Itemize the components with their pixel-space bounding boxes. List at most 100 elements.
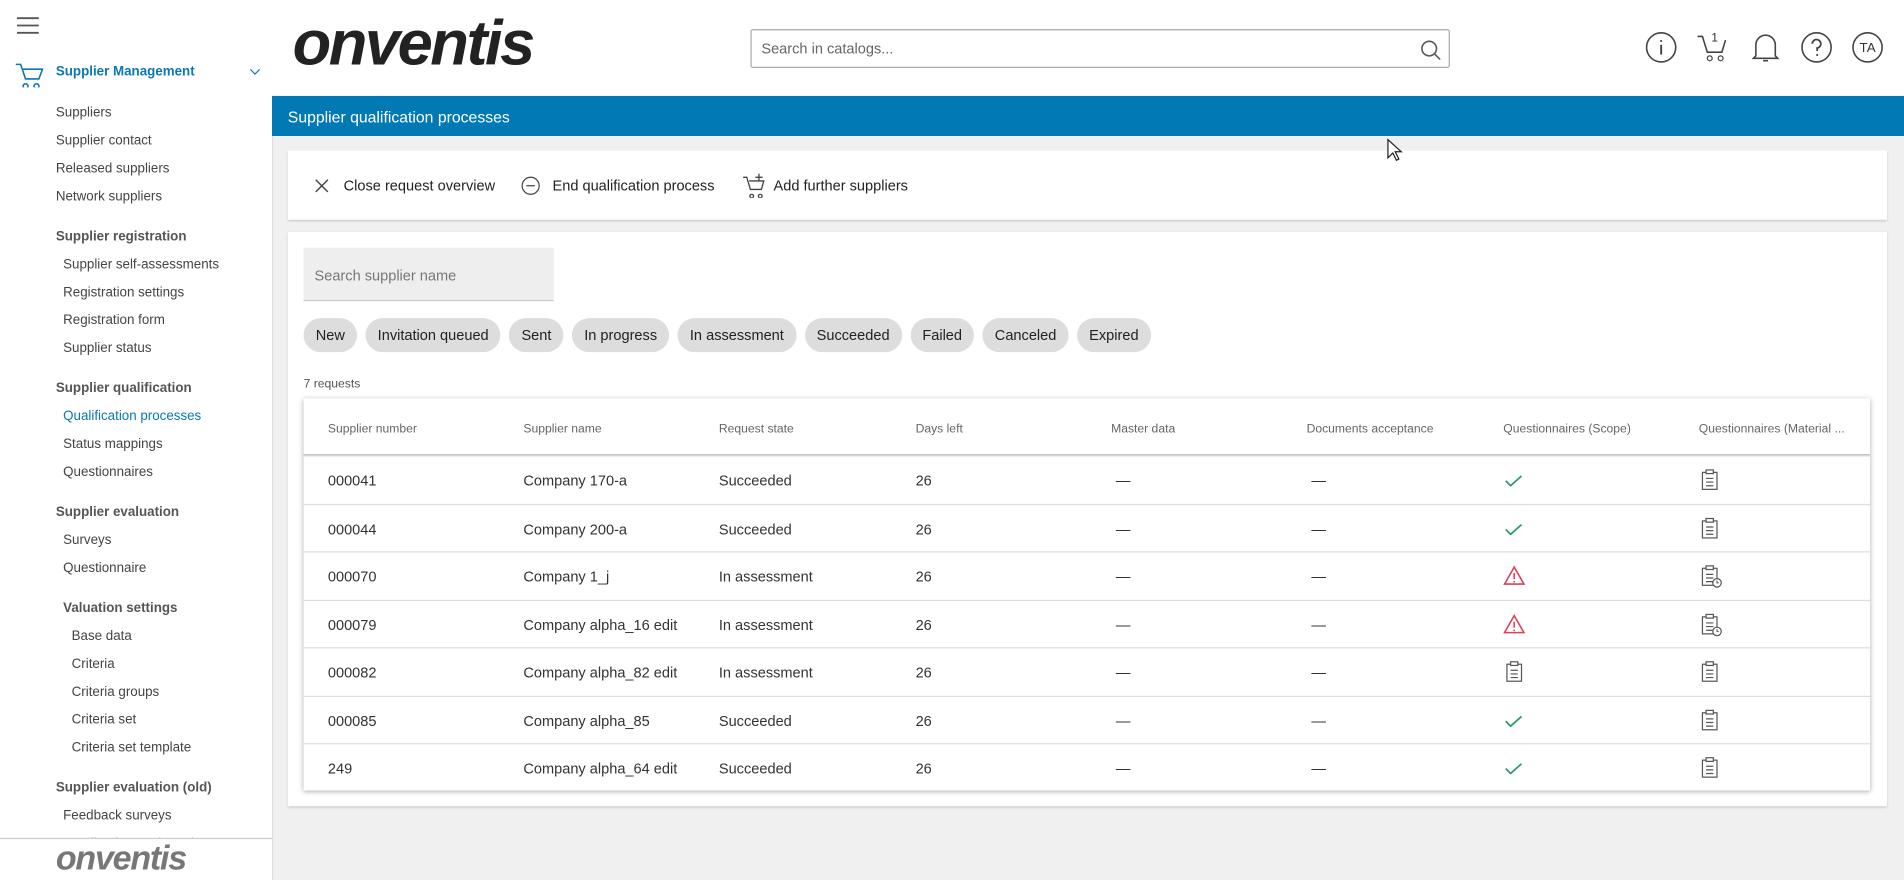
column-header[interactable]: Questionnaires (Scope) <box>1503 422 1631 436</box>
table-cell: 000041 <box>327 472 377 490</box>
column-header[interactable]: Supplier number <box>327 422 417 436</box>
table-row[interactable]: 000079 Company alpha_16 edit In assessment… <box>303 599 1871 648</box>
table-row[interactable]: 000082 Company alpha_82 edit In assessment… <box>303 647 1871 696</box>
chevron <box>250 69 260 75</box>
icon <box>1701 565 1722 588</box>
column-header[interactable]: Supplier name <box>523 422 602 436</box>
filter-chip[interactable]: Expired <box>1077 318 1151 353</box>
table-cell: Company alpha_64 edit <box>523 760 678 778</box>
nav-item[interactable]: Questionnaire <box>63 561 147 576</box>
section-title[interactable]: Supplier Management <box>55 64 195 79</box>
table-cell: 000085 <box>327 712 377 730</box>
nav-group-title: Valuation settings <box>63 601 178 616</box>
nav-item[interactable]: Qualification processes <box>63 409 202 424</box>
nav-item[interactable]: Criteria set template <box>71 740 192 756</box>
nav-item[interactable]: Network suppliers <box>55 189 163 205</box>
table-cell: — <box>1311 616 1327 634</box>
footer-logo: onventis <box>55 839 187 877</box>
status-icon <box>1699 613 1723 641</box>
filter-chip[interactable]: Canceled <box>982 318 1069 353</box>
table-cell: 000070 <box>327 568 377 586</box>
nav-item[interactable]: Questionnaires <box>63 465 154 480</box>
nav-item[interactable]: Criteria groups <box>71 684 160 700</box>
table-cell: In assessment <box>718 616 813 634</box>
menu-icon[interactable] <box>17 17 39 34</box>
icon <box>1506 661 1523 682</box>
nav-item[interactable]: Feedback surveys <box>63 808 172 824</box>
toolbar-button[interactable]: End qualification process <box>552 177 715 195</box>
nav-item[interactable]: Supplier self-assessments <box>63 257 220 273</box>
cart-icon[interactable]: 1 <box>1696 29 1732 63</box>
filter-chip[interactable]: Sent <box>509 318 564 353</box>
status-icon <box>1503 709 1527 737</box>
column-header[interactable]: Request state <box>718 422 794 436</box>
table-cell: Company alpha_82 edit <box>523 664 678 682</box>
table-cell: 26 <box>915 664 932 682</box>
help-icon[interactable] <box>1801 31 1833 64</box>
column-header[interactable]: Master data <box>1111 422 1176 436</box>
nav-item[interactable]: Criteria set <box>71 712 137 728</box>
close-icon <box>315 179 329 193</box>
column-header[interactable]: Days left <box>915 422 963 436</box>
table-row[interactable]: 000044 Company 200-a Succeeded 26 — — <box>303 503 1871 552</box>
catalog-search[interactable]: Search in catalogs... <box>750 29 1450 69</box>
icon <box>1701 757 1718 778</box>
table-row[interactable]: 000085 Company alpha_85 Succeeded 26 — — <box>303 695 1871 744</box>
status-icon <box>1699 661 1723 689</box>
topbar: onventis Search in catalogs... 1 TA <box>272 0 1904 96</box>
status-icon <box>1699 565 1723 593</box>
table-cell: — <box>1115 520 1131 538</box>
nav-item[interactable]: Released suppliers <box>55 161 170 177</box>
filter-chip[interactable]: In assessment <box>677 318 796 353</box>
nav-item[interactable]: Supplier contact <box>55 133 152 149</box>
supplier-search[interactable]: Search supplier name <box>303 247 554 302</box>
icon <box>1505 523 1523 535</box>
status-icon <box>1503 661 1527 689</box>
nav: Suppliers Supplier contact Released suppli… <box>0 100 272 841</box>
nav-item[interactable]: Criteria <box>71 656 115 672</box>
filter-chip[interactable]: New <box>303 318 358 353</box>
nav-group-title: Supplier qualification <box>55 381 192 396</box>
info-icon[interactable] <box>1645 31 1677 64</box>
filter-chip[interactable]: Invitation queued <box>365 318 501 353</box>
column-header[interactable]: Questionnaires (Material ... <box>1698 422 1845 436</box>
add-suppliers-icon <box>743 173 765 198</box>
icon <box>1503 565 1526 585</box>
table-cell: — <box>1115 568 1131 586</box>
table-cell: — <box>1311 472 1327 490</box>
table-cell: — <box>1311 760 1327 778</box>
table-cell: — <box>1311 568 1327 586</box>
filter-chip[interactable]: Failed <box>910 318 975 353</box>
avatar[interactable]: TA <box>1852 31 1884 64</box>
search-icon[interactable] <box>1420 39 1442 61</box>
table-row[interactable]: 000070 Company 1_j In assessment 26 — — <box>303 551 1871 600</box>
nav-item[interactable]: Suppliers <box>55 105 112 121</box>
table-cell: Succeeded <box>718 472 792 490</box>
icon <box>1701 661 1718 682</box>
bell-icon[interactable] <box>1751 32 1780 66</box>
table-row[interactable]: 000041 Company 170-a Succeeded 26 — — <box>303 455 1871 504</box>
icon <box>1701 469 1718 490</box>
search-placeholder: Search in catalogs... <box>761 40 894 58</box>
nav-item[interactable]: Base data <box>71 629 132 644</box>
table-cell: — <box>1311 520 1327 538</box>
nav-item[interactable]: Surveys <box>63 533 112 548</box>
header-divider <box>303 454 1871 456</box>
icon <box>1701 709 1718 730</box>
logo[interactable]: onventis <box>292 8 536 79</box>
filter-chip[interactable]: Succeeded <box>804 318 902 353</box>
nav-item[interactable]: Registration form <box>63 313 165 328</box>
status-icon <box>1699 469 1723 497</box>
column-header[interactable]: Documents acceptance <box>1306 422 1434 436</box>
table-row[interactable]: 249 Company alpha_64 edit Succeeded 26 — — <box>303 743 1871 792</box>
nav-item[interactable]: Status mappings <box>63 437 163 452</box>
toolbar-button[interactable]: Close request overview <box>343 177 496 195</box>
filters: New Invitation queued Sent In progress In as… <box>303 318 1151 353</box>
page-title: Supplier qualification processes <box>287 108 510 127</box>
filter-chip[interactable]: In progress <box>572 318 670 353</box>
icon <box>1505 763 1523 775</box>
nav-item[interactable]: Supplier status <box>63 341 152 356</box>
nav-item[interactable]: Registration settings <box>63 285 185 300</box>
toolbar-button[interactable]: Add further suppliers <box>773 177 908 195</box>
